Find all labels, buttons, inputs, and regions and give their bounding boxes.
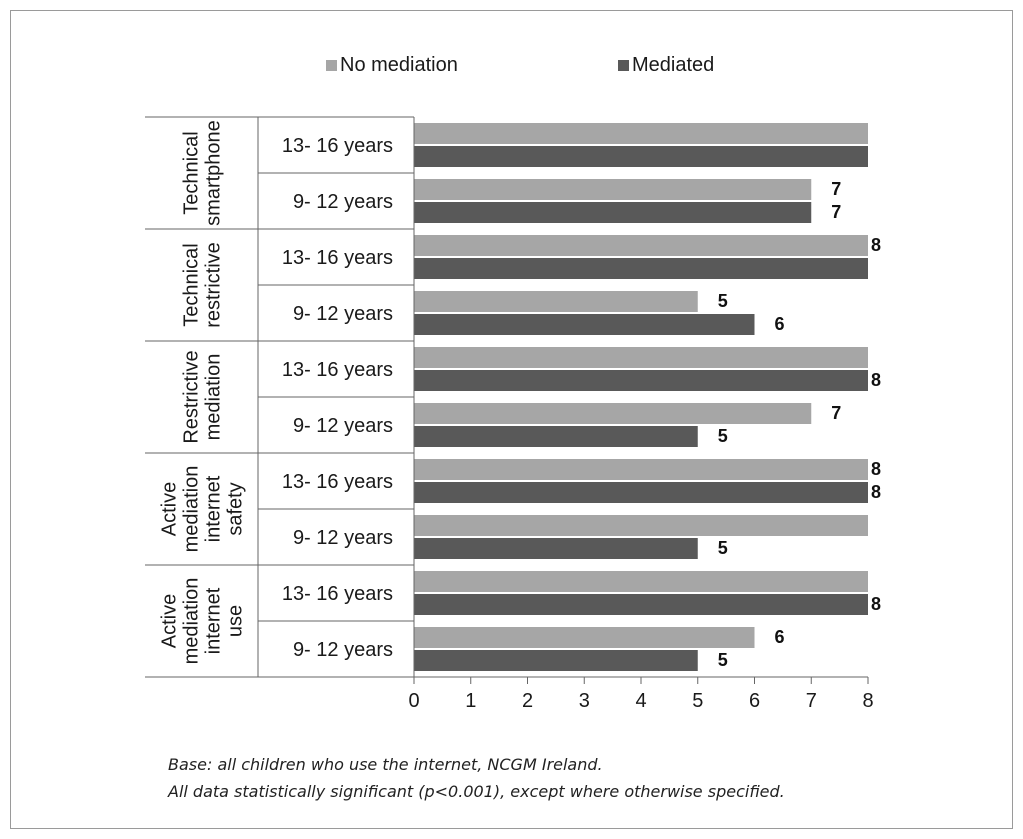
bar-mediated bbox=[414, 314, 755, 335]
data-label: 8 bbox=[871, 594, 881, 614]
category-label-line: Restrictive bbox=[181, 350, 203, 443]
x-tick-label: 5 bbox=[692, 690, 703, 712]
category-label-line: restrictive bbox=[203, 242, 225, 328]
bar-mediated bbox=[414, 202, 812, 223]
data-label: 8 bbox=[871, 235, 881, 255]
legend-label-no-mediation: No mediation bbox=[340, 54, 458, 76]
category-label-line: Technical bbox=[181, 243, 203, 326]
bar-no-mediation bbox=[414, 403, 812, 424]
data-label: 5 bbox=[718, 426, 728, 446]
category-label-2: Restrictivemediation bbox=[181, 350, 225, 443]
x-tick-label: 4 bbox=[635, 690, 646, 712]
category-label-4: Activemediationinternetuse bbox=[159, 578, 247, 665]
bar-mediated bbox=[414, 594, 868, 615]
data-label: 6 bbox=[775, 627, 785, 647]
category-label-1: Technicalrestrictive bbox=[181, 242, 225, 328]
data-label: 8 bbox=[871, 370, 881, 390]
bar-no-mediation bbox=[414, 123, 868, 144]
legend-swatch-mediated bbox=[618, 60, 629, 71]
x-tick-label: 2 bbox=[522, 690, 533, 712]
category-label-line: Active bbox=[159, 594, 181, 648]
row-label: 13- 16 years bbox=[282, 247, 393, 269]
bar-no-mediation bbox=[414, 347, 868, 368]
category-label-line: internet bbox=[203, 475, 225, 542]
row-label: 9- 12 years bbox=[293, 191, 393, 213]
data-label: 8 bbox=[871, 459, 881, 479]
category-label-line: safety bbox=[225, 482, 247, 535]
category-label-line: internet bbox=[203, 587, 225, 654]
x-tick-label: 3 bbox=[579, 690, 590, 712]
row-label: 13- 16 years bbox=[282, 583, 393, 605]
data-label: 7 bbox=[831, 179, 841, 199]
bar-mediated bbox=[414, 426, 698, 447]
data-label: 5 bbox=[718, 538, 728, 558]
row-label: 13- 16 years bbox=[282, 359, 393, 381]
category-label-line: mediation bbox=[181, 578, 203, 665]
bar-no-mediation bbox=[414, 179, 812, 200]
category-label-line: mediation bbox=[181, 466, 203, 553]
bar-mediated bbox=[414, 538, 698, 559]
x-tick-label: 6 bbox=[749, 690, 760, 712]
data-label: 8 bbox=[871, 482, 881, 502]
row-label: 9- 12 years bbox=[293, 639, 393, 661]
category-label-line: Active bbox=[159, 482, 181, 536]
footnote-base: Base: all children who use the internet,… bbox=[168, 755, 603, 774]
category-label-line: use bbox=[225, 605, 247, 637]
category-label-3: Activemediationinternetsafety bbox=[159, 466, 247, 553]
row-label: 9- 12 years bbox=[293, 303, 393, 325]
category-label-line: smartphone bbox=[203, 120, 225, 226]
bar-no-mediation bbox=[414, 515, 868, 536]
bar-no-mediation bbox=[414, 571, 868, 592]
x-tick-label: 8 bbox=[862, 690, 873, 712]
data-label: 5 bbox=[718, 291, 728, 311]
row-label: 13- 16 years bbox=[282, 471, 393, 493]
bar-no-mediation bbox=[414, 627, 755, 648]
row-label: 13- 16 years bbox=[282, 135, 393, 157]
data-label: 6 bbox=[775, 314, 785, 334]
bar-mediated bbox=[414, 650, 698, 671]
bar-no-mediation bbox=[414, 459, 868, 480]
row-label: 9- 12 years bbox=[293, 415, 393, 437]
footnote-significance: All data statistically significant (p<0.… bbox=[168, 782, 785, 801]
legend-swatch-no-mediation bbox=[326, 60, 337, 71]
category-label-line: mediation bbox=[203, 354, 225, 441]
category-label-0: Technicalsmartphone bbox=[181, 120, 225, 226]
bar-mediated bbox=[414, 146, 868, 167]
bar-no-mediation bbox=[414, 291, 698, 312]
data-label: 7 bbox=[831, 202, 841, 222]
bar-mediated bbox=[414, 482, 868, 503]
category-label-line: Technical bbox=[181, 131, 203, 214]
x-tick-label: 1 bbox=[465, 690, 476, 712]
bar-mediated bbox=[414, 370, 868, 391]
data-label: 7 bbox=[831, 403, 841, 423]
bar-mediated bbox=[414, 258, 868, 279]
legend-label-mediated: Mediated bbox=[632, 54, 715, 76]
legend-item-no-mediation: No mediation bbox=[326, 54, 458, 77]
x-tick-label: 7 bbox=[806, 690, 817, 712]
row-label: 9- 12 years bbox=[293, 527, 393, 549]
legend-item-mediated: Mediated bbox=[618, 54, 714, 77]
bar-no-mediation bbox=[414, 235, 868, 256]
x-tick-label: 0 bbox=[408, 690, 419, 712]
data-label: 5 bbox=[718, 650, 728, 670]
